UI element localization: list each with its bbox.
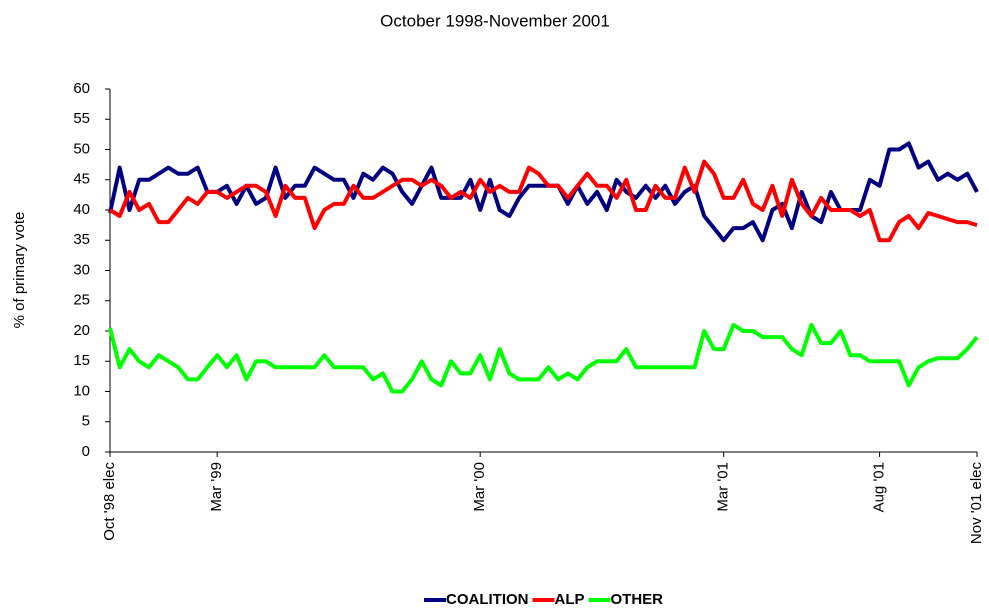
y-tick-label: 0: [82, 443, 90, 460]
y-tick-label: 10: [73, 382, 90, 399]
x-tick-label: Mar '99: [208, 462, 225, 512]
y-tick-label: 25: [73, 292, 90, 309]
y-tick-label: 30: [73, 261, 90, 278]
series-line: [108, 141, 979, 243]
y-tick-label: 60: [73, 80, 90, 97]
y-tick-label: 15: [73, 352, 90, 369]
legend-label: OTHER: [611, 591, 664, 608]
y-tick-label: 35: [73, 231, 90, 248]
legend-label: ALP: [555, 591, 585, 608]
y-axis-label: % of primary vote: [11, 212, 28, 329]
x-tick-label: Oct '98 elec: [101, 462, 118, 541]
y-tick-label: 55: [73, 110, 90, 127]
series-line: [108, 159, 978, 243]
y-tick-label: 40: [73, 201, 90, 218]
x-tick-label: Mar '01: [715, 462, 732, 512]
legend-label: COALITION: [446, 591, 529, 608]
y-tick-label: 20: [73, 322, 90, 339]
y-tick-label: 45: [73, 171, 90, 188]
x-tick-label: Mar '00: [471, 462, 488, 512]
y-tick-label: 5: [82, 413, 90, 430]
chart-title: October 1998-November 2001: [380, 11, 610, 30]
legend: COALITION ALP OTHER: [424, 591, 663, 608]
x-tick-label: Nov '01 elec: [968, 462, 985, 545]
series-line: [108, 322, 979, 394]
y-tick-label: 50: [73, 140, 90, 157]
x-tick-label: Aug '01: [871, 462, 888, 512]
